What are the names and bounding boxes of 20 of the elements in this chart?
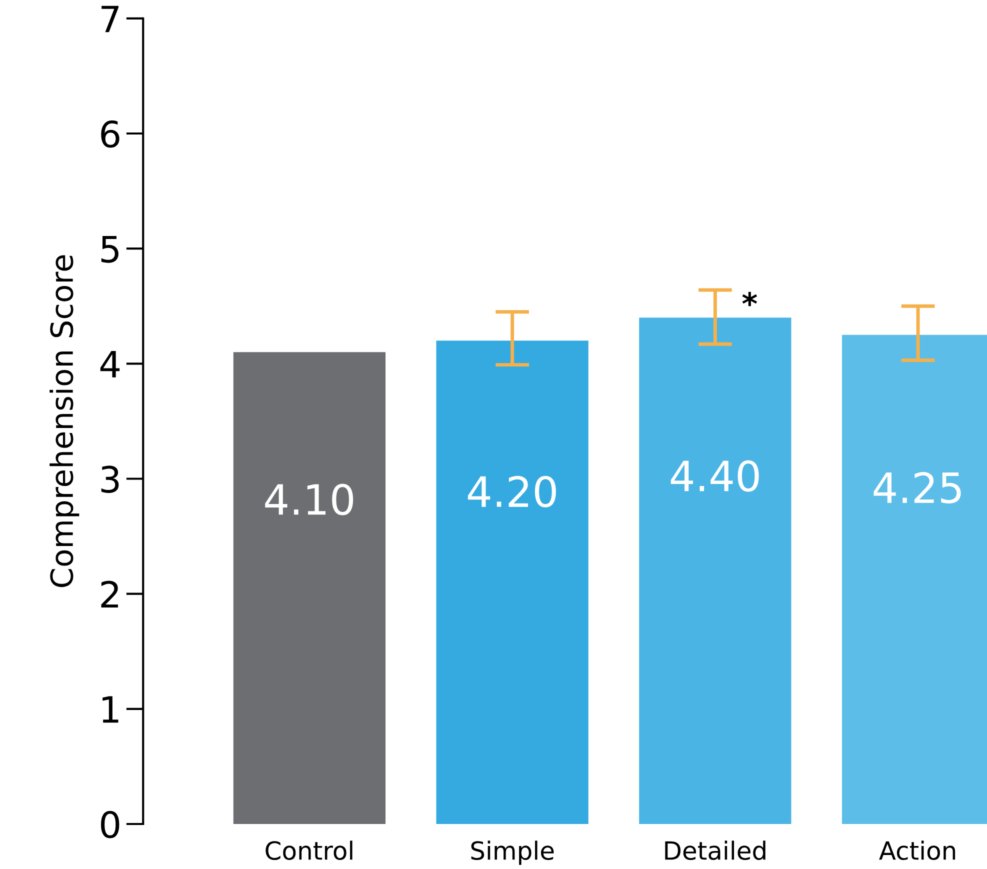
y-tick-label: 4 bbox=[100, 351, 120, 378]
data-label: 4.20 bbox=[468, 476, 556, 508]
data-label: 4.25 bbox=[874, 472, 961, 504]
annotation: * bbox=[742, 292, 758, 306]
x-tick-label: Control bbox=[266, 840, 352, 860]
data-label: 4.10 bbox=[265, 484, 354, 516]
y-tick-label: 6 bbox=[101, 120, 120, 148]
data-label: 4.40 bbox=[670, 460, 759, 492]
bar bbox=[233, 352, 386, 824]
y-tick-label: 1 bbox=[102, 696, 118, 723]
x-tick-label: Detailed bbox=[665, 840, 766, 860]
y-axis-title: Comprehension Score bbox=[50, 255, 80, 588]
y-tick-label: 2 bbox=[101, 580, 118, 608]
y-tick-label: 7 bbox=[102, 6, 118, 32]
bar bbox=[436, 340, 588, 824]
y-tick-label: 3 bbox=[101, 466, 119, 493]
y-tick-label: 5 bbox=[101, 236, 118, 263]
x-tick-label: Simple bbox=[471, 840, 554, 865]
y-tick-label: 0 bbox=[100, 810, 120, 838]
x-tick-label: Action bbox=[879, 840, 956, 860]
